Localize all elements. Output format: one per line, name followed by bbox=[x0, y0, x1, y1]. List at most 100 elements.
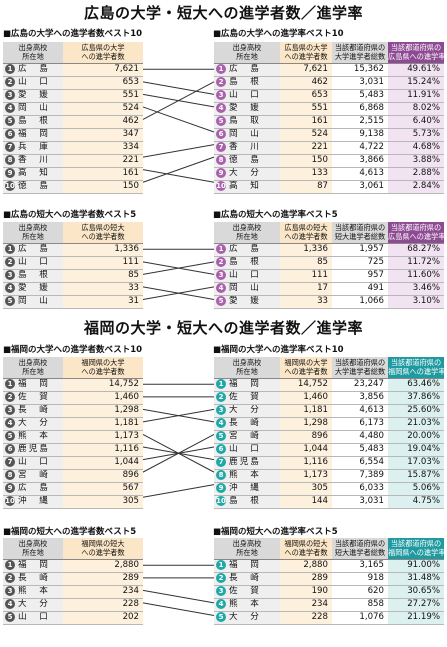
rank-connector-line bbox=[142, 484, 215, 498]
fukuoka-univ-rate-subtitle: ■福岡の大学への進学率ベスト10 bbox=[213, 345, 344, 355]
table-header-row: 出身高校 所在地 広島県の短大 への進学者数 bbox=[3, 222, 143, 244]
fukuoka-univ-count-subtitle: ■福岡の大学への進学者数ベスト10 bbox=[3, 345, 143, 355]
table-row: 7 鹿児島 1,116 6,554 17.03% bbox=[214, 456, 444, 470]
prefecture-name: 島 根 bbox=[18, 269, 50, 280]
rank-badge: 7 bbox=[216, 457, 226, 467]
student-count-cell: 33 bbox=[280, 295, 332, 309]
column-header: 出身高校 所在地 bbox=[3, 357, 63, 379]
rank-badge: 8 bbox=[216, 470, 226, 480]
rank-badge: 3 bbox=[216, 90, 226, 100]
rank-badge: 4 bbox=[216, 103, 226, 113]
student-count-cell: 1,116 bbox=[63, 443, 143, 457]
student-count-cell: 221 bbox=[63, 154, 143, 168]
rank-badge: 2 bbox=[5, 257, 15, 267]
student-count-cell: 85 bbox=[280, 256, 332, 270]
rank-badge: 5 bbox=[216, 612, 226, 622]
rank-badge: 8 bbox=[5, 155, 15, 165]
student-count-cell: 144 bbox=[280, 495, 332, 509]
enrollment-rate-cell: 21.19% bbox=[388, 611, 444, 625]
rank-badge: 3 bbox=[5, 270, 15, 280]
rank-connector-line bbox=[142, 589, 215, 604]
prefecture-name: 佐 賀 bbox=[229, 585, 261, 596]
rank-badge: 3 bbox=[216, 270, 226, 280]
column-header: 出身高校 所在地 bbox=[214, 42, 280, 64]
rank-connector-line bbox=[142, 446, 215, 461]
prefecture-name: 長 崎 bbox=[18, 572, 50, 583]
student-count-cell: 347 bbox=[63, 128, 143, 142]
rank-badge: 9 bbox=[216, 168, 226, 178]
rank-badge: 10 bbox=[216, 181, 226, 191]
student-count-cell: 161 bbox=[63, 167, 143, 181]
enrollment-rate-cell: 31.48% bbox=[388, 572, 444, 586]
enrollment-rate-cell: 2.84% bbox=[388, 180, 444, 194]
rank-badge: 7 bbox=[5, 457, 15, 467]
rank-badge: 1 bbox=[5, 64, 15, 74]
prefecture-name: 岡 山 bbox=[229, 282, 261, 293]
student-count-cell: 111 bbox=[280, 269, 332, 283]
prefecture-name: 大 分 bbox=[18, 417, 50, 428]
total-students-cell: 491 bbox=[332, 282, 388, 296]
rank-badge: 7 bbox=[216, 142, 226, 152]
prefecture-name: 山 口 bbox=[229, 269, 261, 280]
rank-badge: 5 bbox=[5, 116, 15, 126]
total-students-cell: 23,247 bbox=[332, 378, 388, 392]
rank-badge: 1 bbox=[216, 244, 226, 254]
total-students-cell: 5,483 bbox=[332, 443, 388, 457]
rank-badge: 10 bbox=[216, 496, 226, 506]
rank-badge: 8 bbox=[5, 470, 15, 480]
enrollment-rate-cell: 8.02% bbox=[388, 102, 444, 116]
prefecture-cell: 10 沖 縄 bbox=[3, 495, 63, 509]
student-count-cell: 2,880 bbox=[63, 559, 143, 573]
rank-connector-line bbox=[142, 286, 215, 300]
enrollment-rate-cell: 3.10% bbox=[388, 295, 444, 309]
prefecture-name: 熊 本 bbox=[229, 598, 261, 609]
total-students-cell: 6,173 bbox=[332, 417, 388, 431]
rank-badge: 2 bbox=[216, 392, 226, 402]
student-count-cell: 1,044 bbox=[280, 443, 332, 457]
rank-badge: 10 bbox=[5, 496, 15, 506]
rank-badge: 5 bbox=[216, 431, 226, 441]
student-count-cell: 161 bbox=[280, 115, 332, 129]
rank-badge: 9 bbox=[5, 483, 15, 493]
rank-badge: 2 bbox=[5, 573, 15, 583]
rank-badge: 8 bbox=[216, 155, 226, 165]
prefecture-name: 山 口 bbox=[229, 89, 261, 100]
prefecture-cell: 10 高 知 bbox=[214, 180, 280, 194]
column-header: 出身高校 所在地 bbox=[3, 538, 63, 560]
rank-badge: 4 bbox=[5, 418, 15, 428]
rank-badge: 2 bbox=[216, 573, 226, 583]
total-students-cell: 1,957 bbox=[332, 243, 388, 257]
student-count-cell: 1,173 bbox=[280, 469, 332, 483]
prefecture-name: 高 知 bbox=[18, 167, 50, 178]
